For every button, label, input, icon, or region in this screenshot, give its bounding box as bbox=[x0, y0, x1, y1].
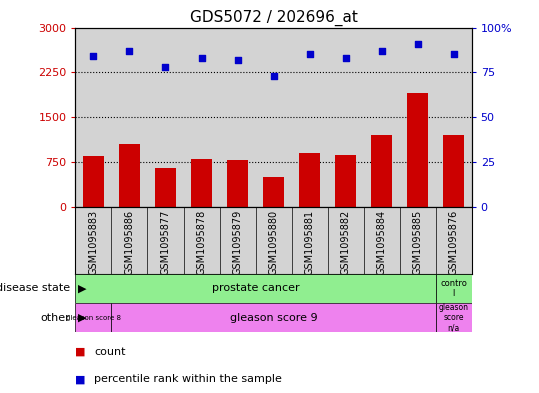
Point bbox=[270, 73, 278, 79]
Point bbox=[89, 53, 98, 59]
Text: ▶: ▶ bbox=[78, 283, 87, 294]
Point bbox=[450, 51, 458, 57]
Bar bbox=[82, 156, 104, 207]
Bar bbox=[155, 168, 176, 207]
Text: gleason
score
n/a: gleason score n/a bbox=[439, 303, 468, 332]
Text: GSM1095880: GSM1095880 bbox=[268, 210, 279, 275]
Text: other: other bbox=[40, 312, 70, 323]
Point bbox=[161, 64, 170, 70]
Bar bbox=[75, 303, 112, 332]
Text: GSM1095883: GSM1095883 bbox=[88, 210, 99, 275]
Bar bbox=[335, 155, 356, 207]
Text: GSM1095885: GSM1095885 bbox=[412, 210, 423, 275]
Text: GSM1095876: GSM1095876 bbox=[448, 210, 459, 275]
Text: disease state: disease state bbox=[0, 283, 70, 294]
Text: contro
l: contro l bbox=[440, 279, 467, 298]
Text: GSM1095886: GSM1095886 bbox=[125, 210, 135, 275]
Text: GSM1095881: GSM1095881 bbox=[305, 210, 315, 275]
Text: ■: ■ bbox=[75, 374, 86, 384]
Text: GSM1095884: GSM1095884 bbox=[377, 210, 386, 275]
Bar bbox=[299, 153, 320, 207]
Text: ▶: ▶ bbox=[78, 312, 87, 323]
Title: GDS5072 / 202696_at: GDS5072 / 202696_at bbox=[190, 10, 357, 26]
Text: GSM1095877: GSM1095877 bbox=[161, 210, 170, 275]
Point bbox=[377, 48, 386, 54]
Point bbox=[233, 57, 242, 63]
Bar bbox=[443, 135, 465, 207]
Text: ■: ■ bbox=[75, 347, 86, 357]
Bar bbox=[371, 135, 392, 207]
Bar bbox=[227, 160, 248, 207]
Bar bbox=[436, 303, 472, 332]
Point bbox=[341, 55, 350, 61]
Text: percentile rank within the sample: percentile rank within the sample bbox=[94, 374, 282, 384]
Text: count: count bbox=[94, 347, 126, 357]
Point bbox=[197, 55, 206, 61]
Point bbox=[413, 40, 422, 47]
Bar bbox=[112, 303, 436, 332]
Bar bbox=[191, 159, 212, 207]
Text: prostate cancer: prostate cancer bbox=[212, 283, 299, 294]
Text: gleason score 8: gleason score 8 bbox=[66, 314, 121, 321]
Text: GSM1095879: GSM1095879 bbox=[232, 210, 243, 275]
Text: GSM1095882: GSM1095882 bbox=[341, 210, 350, 275]
Bar bbox=[119, 144, 140, 207]
Point bbox=[125, 48, 134, 54]
Bar bbox=[262, 177, 285, 207]
Bar bbox=[407, 93, 429, 207]
Text: gleason score 9: gleason score 9 bbox=[230, 312, 317, 323]
Point bbox=[305, 51, 314, 57]
Bar bbox=[436, 274, 472, 303]
Text: GSM1095878: GSM1095878 bbox=[197, 210, 206, 275]
